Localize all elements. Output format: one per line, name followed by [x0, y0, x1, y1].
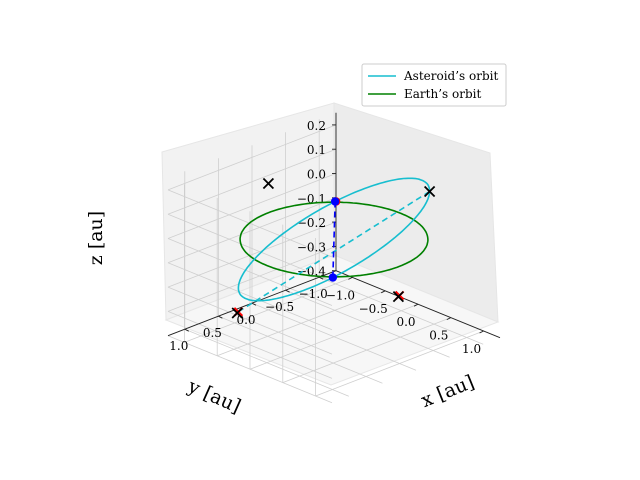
x-tick-mark: [380, 290, 386, 294]
left-pane-gridline-z: [167, 148, 337, 215]
legend: Asteroid’s orbit Earth’s orbit: [361, 63, 507, 107]
node-point: [328, 273, 338, 282]
x-tick-label: −1.0: [326, 288, 355, 302]
left-pane-gridline-z: [167, 197, 337, 264]
z-tick-label: 0.2: [307, 119, 326, 133]
y-tick-label: 1.0: [169, 339, 188, 353]
plot-area: [231, 177, 436, 319]
earth-orbit-line: [239, 201, 429, 278]
black-x-stroke: [392, 291, 405, 303]
left-pane-gridline-z: [167, 173, 337, 239]
z-tick-label: 0.0: [307, 168, 326, 182]
z-tick-label: −0.2: [297, 216, 326, 230]
legend-asteroid-label: Asteroid’s orbit: [403, 69, 498, 83]
node-dashed-line: [332, 201, 336, 278]
floor-gridline-y: [251, 302, 417, 371]
z-tick-label: 0.1: [307, 143, 326, 157]
x-tick-label: −0.5: [359, 302, 388, 316]
right-pane-gridline-z: [167, 286, 333, 355]
floor-gridline-y: [184, 328, 349, 397]
floor-gridline-y: [218, 315, 383, 384]
black-x-marker: [262, 177, 275, 190]
node-point: [330, 197, 340, 206]
y-tick-label: −1.0: [299, 287, 328, 301]
y-tick-label: −0.5: [265, 300, 294, 314]
y-axis-title: y [au]: [184, 375, 244, 418]
x-tick-label: 0.5: [429, 329, 448, 343]
floor-pane: [164, 254, 500, 386]
z-tick-label: −0.3: [297, 240, 326, 254]
black-x-stroke: [262, 177, 275, 190]
x-axis-title: x [au]: [418, 371, 477, 412]
x-tick-mark: [446, 317, 452, 321]
left-pane-gridline-z: [167, 221, 337, 288]
z-axis-title: z [au]: [85, 211, 107, 265]
ticks: −1.0 −0.5 0.0 0.5 1.0 1.0 0.5 0.0 −0.5 −1.0 0.2 0.1…: [169, 119, 484, 356]
black-x-marker: [231, 307, 243, 319]
x-tick-mark: [348, 276, 353, 280]
x-tick-label: 1.0: [462, 342, 481, 356]
floor-gridline-y: [319, 276, 484, 345]
black-x-marker: [392, 291, 405, 303]
legend-box: [361, 63, 507, 107]
floor-gridline-y: [285, 289, 450, 358]
y-tick-mark: [218, 315, 223, 319]
black-x-stroke: [423, 185, 436, 198]
right-pane-gridline-z: [167, 262, 333, 331]
y-tick-mark: [251, 302, 257, 306]
left-pane-gridline-z: [167, 246, 337, 312]
right-pane-gridline-z: [167, 238, 333, 306]
grid-lines: [167, 119, 484, 404]
y-tick-label: 0.5: [203, 326, 222, 340]
x-tick-label: 0.0: [396, 315, 415, 329]
y-tick-mark: [285, 289, 290, 293]
black-x-marker: [423, 185, 436, 198]
right-pane-gridline-z: [167, 311, 333, 379]
right-pane-gridline-z: [167, 213, 333, 282]
legend-earth-label: Earth’s orbit: [404, 87, 481, 101]
y-tick-mark: [318, 276, 324, 280]
x-tick-mark: [479, 330, 484, 334]
right-pane-gridline-z: [167, 335, 333, 404]
y-tick-mark: [184, 328, 190, 332]
black-x-stroke: [231, 307, 243, 319]
x-tick-mark: [413, 303, 419, 307]
left-pane-gridline-z: [167, 124, 337, 191]
